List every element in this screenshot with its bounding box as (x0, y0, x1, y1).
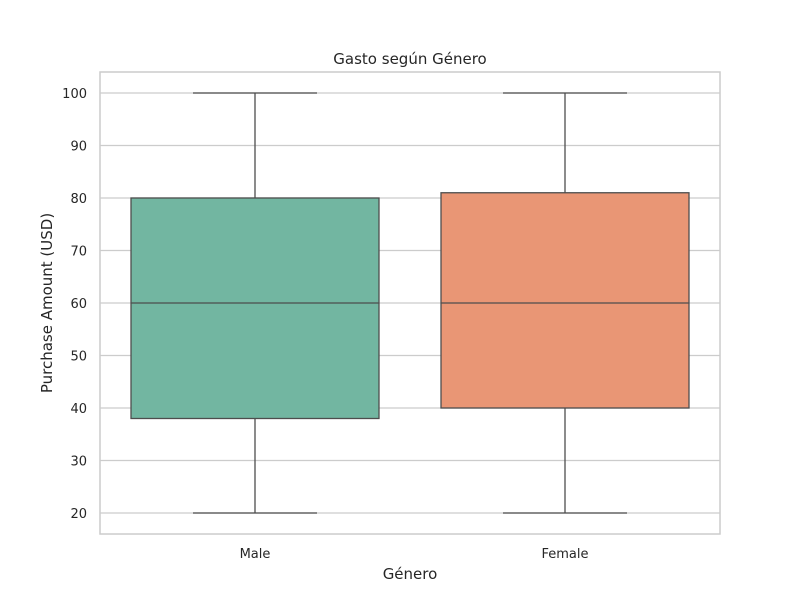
y-tick-label: 30 (70, 455, 87, 470)
iqr-box (130, 197, 380, 420)
box-group-female (440, 92, 690, 514)
boxes (130, 92, 690, 514)
x-tick-label: Male (240, 547, 271, 562)
y-tick-label: 20 (70, 507, 87, 522)
box-group-male (130, 92, 380, 514)
x-tick-label: Female (541, 547, 588, 562)
y-tick-label: 80 (70, 192, 87, 207)
x-axis-label: Género (383, 565, 438, 583)
chart-title: Gasto según Género (333, 50, 486, 68)
x-axis-ticks: Male Female (240, 547, 589, 562)
y-tick-label: 50 (70, 350, 87, 365)
y-tick-label: 40 (70, 402, 87, 417)
y-axis-label: Purchase Amount (USD) (38, 213, 56, 393)
y-tick-label: 100 (62, 87, 87, 102)
plot-frame (99, 71, 721, 535)
y-axis-ticks: 20 30 40 50 60 70 80 90 100 (62, 87, 87, 522)
y-tick-label: 90 (70, 140, 87, 155)
y-tick-label: 60 (70, 297, 87, 312)
y-tick-label: 70 (70, 245, 87, 260)
iqr-box (440, 192, 690, 409)
